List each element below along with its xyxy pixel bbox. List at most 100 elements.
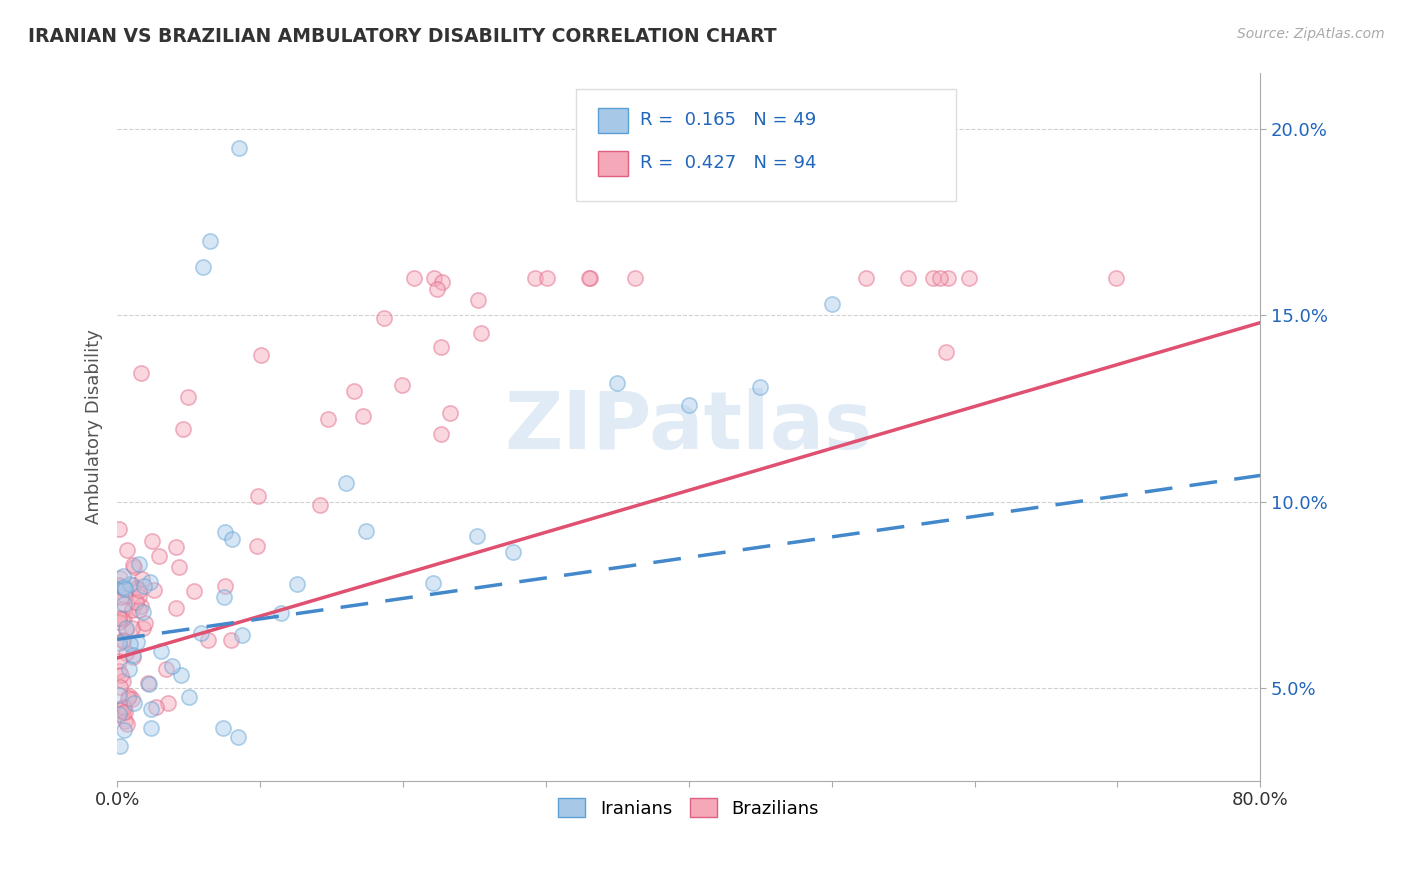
Point xyxy=(136,676,159,690)
Point xyxy=(132,579,155,593)
Point xyxy=(121,650,143,665)
Point xyxy=(107,615,129,629)
Point xyxy=(112,580,135,594)
Point xyxy=(502,545,524,559)
Point xyxy=(115,716,138,731)
Point xyxy=(131,366,153,380)
Point xyxy=(110,611,132,625)
Point xyxy=(114,714,136,729)
Point xyxy=(221,533,243,547)
Point xyxy=(957,271,980,285)
Point xyxy=(112,674,135,689)
Point xyxy=(111,705,134,719)
Point xyxy=(820,297,842,311)
Point xyxy=(929,271,952,285)
Point xyxy=(177,690,200,704)
Point xyxy=(404,271,426,285)
Point xyxy=(107,654,129,668)
Point xyxy=(139,574,162,589)
Point xyxy=(167,559,190,574)
Point xyxy=(422,575,444,590)
Point xyxy=(111,568,134,582)
Point xyxy=(120,577,142,591)
Point xyxy=(127,581,149,595)
Point xyxy=(423,271,446,285)
Point xyxy=(108,688,131,702)
Point xyxy=(122,560,145,574)
Point xyxy=(108,739,131,754)
Point xyxy=(623,271,645,285)
Point xyxy=(249,348,271,362)
Point xyxy=(316,411,339,425)
Point xyxy=(122,648,145,663)
Point xyxy=(112,581,135,595)
Point xyxy=(467,293,489,307)
Point xyxy=(118,689,141,703)
Point xyxy=(176,390,198,404)
Text: ZIPatlas: ZIPatlas xyxy=(505,388,873,466)
Point xyxy=(373,311,395,326)
Point xyxy=(112,700,135,714)
Point xyxy=(112,723,135,738)
Point xyxy=(214,579,236,593)
Point xyxy=(470,326,492,341)
Point xyxy=(219,632,242,647)
Point xyxy=(170,668,193,682)
Point xyxy=(157,696,180,710)
Point xyxy=(335,475,357,490)
Point xyxy=(429,340,451,354)
Point xyxy=(523,271,546,285)
Point xyxy=(430,275,453,289)
Point xyxy=(578,271,600,285)
Point xyxy=(287,577,309,591)
Point xyxy=(121,578,143,592)
Point xyxy=(114,589,136,603)
Point xyxy=(352,409,374,424)
Point xyxy=(246,489,269,503)
Point xyxy=(114,582,136,597)
Point xyxy=(121,692,143,706)
Point xyxy=(114,705,136,719)
Point xyxy=(270,606,292,620)
Point xyxy=(112,602,135,616)
Point xyxy=(132,621,155,635)
Point xyxy=(391,378,413,392)
Point xyxy=(165,601,187,615)
Point xyxy=(897,271,920,285)
Point xyxy=(114,623,136,637)
Point xyxy=(197,633,219,648)
Point xyxy=(935,345,957,359)
Point xyxy=(426,282,449,296)
Point xyxy=(111,699,134,714)
Point xyxy=(128,582,150,597)
Legend: Iranians, Brazilians: Iranians, Brazilians xyxy=(551,791,827,825)
Point xyxy=(214,525,236,540)
Y-axis label: Ambulatory Disability: Ambulatory Disability xyxy=(86,329,103,524)
Point xyxy=(128,590,150,604)
Point xyxy=(129,599,152,613)
Point xyxy=(122,696,145,710)
Point xyxy=(121,621,143,635)
Point xyxy=(127,635,149,649)
Point xyxy=(110,590,132,604)
Point xyxy=(112,610,135,624)
Point xyxy=(117,691,139,706)
Text: Source: ZipAtlas.com: Source: ZipAtlas.com xyxy=(1237,27,1385,41)
Point xyxy=(139,702,162,716)
Point xyxy=(107,707,129,722)
Point xyxy=(114,621,136,635)
Point xyxy=(165,540,187,554)
Point xyxy=(128,603,150,617)
Point xyxy=(190,626,212,640)
Text: IRANIAN VS BRAZILIAN AMBULATORY DISABILITY CORRELATION CHART: IRANIAN VS BRAZILIAN AMBULATORY DISABILI… xyxy=(28,27,776,45)
Point xyxy=(132,605,155,619)
Point xyxy=(108,578,131,592)
Point xyxy=(111,581,134,595)
Point xyxy=(134,615,156,630)
Point xyxy=(110,667,132,681)
Point xyxy=(212,590,235,604)
Point xyxy=(145,700,167,714)
Point xyxy=(678,398,700,412)
Point xyxy=(110,680,132,694)
Point xyxy=(155,662,177,676)
